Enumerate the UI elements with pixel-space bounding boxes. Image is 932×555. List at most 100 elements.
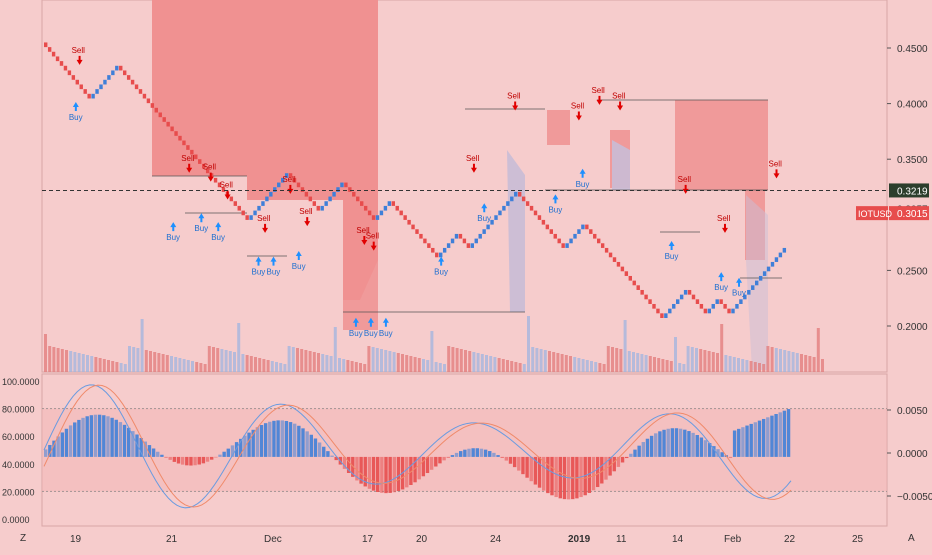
toolbar-left-label[interactable]: Z xyxy=(20,533,26,544)
histogram-bar xyxy=(218,455,221,457)
volume-bar xyxy=(132,347,135,372)
histogram-bar xyxy=(700,437,703,456)
volume-bar xyxy=(527,316,530,372)
histogram-bar xyxy=(65,429,68,457)
renko-brick xyxy=(269,192,272,197)
renko-brick xyxy=(372,215,375,220)
volume-bar xyxy=(766,346,769,372)
volume-bar xyxy=(78,353,81,372)
sell-signal-label: Sell xyxy=(717,214,731,223)
volume-bar xyxy=(309,351,312,372)
volume-bar xyxy=(191,361,194,372)
histogram-bar xyxy=(750,424,753,457)
histogram-bar xyxy=(637,446,640,457)
renko-brick xyxy=(704,309,707,314)
volume-bar xyxy=(586,360,589,372)
osc-left-tick-label: 40.0000 xyxy=(2,460,35,470)
histogram-bar xyxy=(683,430,686,457)
histogram-bar xyxy=(222,452,225,457)
volume-bar xyxy=(603,364,606,372)
volume-bar xyxy=(82,354,85,372)
histogram-bar xyxy=(297,426,300,457)
volume-bar xyxy=(821,359,824,372)
histogram-bar xyxy=(169,457,172,460)
renko-brick xyxy=(143,94,146,99)
renko-brick xyxy=(605,248,608,253)
histogram-bar xyxy=(745,426,748,457)
renko-brick xyxy=(656,309,659,314)
volume-bar xyxy=(321,354,324,372)
volume-bar xyxy=(120,363,123,372)
volume-bar xyxy=(325,355,328,372)
time-tick-label: 2019 xyxy=(568,534,591,545)
volume-bar xyxy=(607,346,610,372)
renko-brick xyxy=(719,299,722,304)
renko-brick xyxy=(400,211,403,216)
renko-brick xyxy=(415,229,418,234)
volume-bar xyxy=(128,346,131,372)
renko-brick xyxy=(735,304,738,309)
volume-bar xyxy=(531,347,534,372)
volume-bar xyxy=(166,355,169,372)
sell-signal-label: Sell xyxy=(678,175,692,184)
volume-bar xyxy=(737,358,740,372)
toolbar-right-label[interactable]: A xyxy=(908,533,915,544)
renko-brick xyxy=(163,117,166,122)
renko-brick xyxy=(688,290,691,295)
volume-bar xyxy=(792,352,795,372)
osc-right-tick-label: 0.0000 xyxy=(897,449,928,460)
volume-bar xyxy=(502,359,505,372)
renko-brick xyxy=(637,285,640,290)
volume-bar xyxy=(170,356,173,372)
volume-bar xyxy=(695,348,698,372)
renko-brick xyxy=(727,309,730,314)
volume-bar xyxy=(741,359,744,372)
renko-brick xyxy=(482,229,485,234)
histogram-bar xyxy=(115,420,118,457)
renko-brick xyxy=(550,229,553,234)
histogram-bar xyxy=(779,412,782,457)
time-tick-label: 11 xyxy=(616,534,627,545)
renko-brick xyxy=(321,206,324,211)
volume-bar xyxy=(107,360,110,372)
volume-bar xyxy=(208,346,211,372)
renko-brick xyxy=(87,94,90,99)
renko-brick xyxy=(755,281,758,286)
volume-bar xyxy=(334,327,337,372)
sell-signal-label: Sell xyxy=(466,154,480,163)
renko-brick xyxy=(159,112,162,117)
histogram-bar xyxy=(720,452,723,457)
histogram-bar xyxy=(388,457,391,493)
volume-bar xyxy=(124,364,127,372)
time-tick-label: 22 xyxy=(784,534,796,545)
histogram-bar xyxy=(625,457,628,458)
sell-signal-label: Sell xyxy=(203,163,217,172)
renko-brick xyxy=(526,201,529,206)
histogram-bar xyxy=(505,457,508,461)
volume-bar xyxy=(535,348,538,372)
renko-brick xyxy=(155,108,158,113)
volume-bar xyxy=(388,351,391,372)
volume-bar xyxy=(640,354,643,372)
histogram-bar xyxy=(314,438,317,456)
volume-bar xyxy=(86,355,89,372)
renko-brick xyxy=(739,299,742,304)
renko-brick xyxy=(783,248,786,253)
renko-brick xyxy=(99,84,102,89)
volume-bar xyxy=(632,352,635,372)
volume-bar xyxy=(174,357,177,372)
volume-bar xyxy=(657,358,660,372)
sell-signal-label: Sell xyxy=(299,207,313,216)
volume-bar xyxy=(670,361,673,372)
volume-bar xyxy=(447,346,450,372)
volume-bar xyxy=(808,356,811,372)
buy-signal-label: Buy xyxy=(266,268,280,277)
volume-bar xyxy=(241,354,244,372)
volume-bar xyxy=(691,347,694,372)
histogram-bar xyxy=(268,422,271,457)
volume-bar xyxy=(149,351,152,372)
volume-bar xyxy=(153,352,156,372)
volume-bar xyxy=(405,355,408,372)
buy-signal-label: Buy xyxy=(292,262,306,271)
